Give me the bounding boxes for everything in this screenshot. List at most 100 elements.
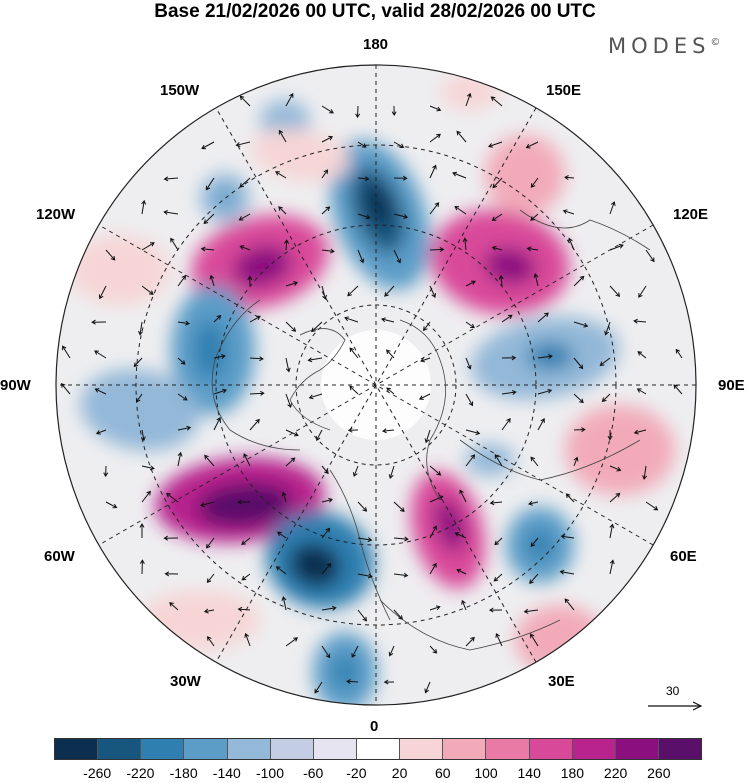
lon-label-30w: 30W [170,673,201,690]
lon-label-90e: 90E [718,377,745,394]
wind-vector [465,393,474,407]
wind-vector [609,559,615,575]
wind-vector [278,129,287,143]
wind-vector [465,321,475,329]
colorbar-tick-label: 260 [647,765,671,781]
anomaly-region [232,245,292,287]
wind-vector [170,237,179,251]
wind-vector [604,321,611,336]
wind-vector [465,454,476,467]
wind-vector [537,388,553,395]
wind-vector [383,679,395,685]
wind-vector [609,201,616,215]
wind-vector [562,209,575,215]
anomaly-region [565,405,675,495]
wind-vector [177,393,188,401]
wind-vector [386,349,395,359]
wind-vector [530,213,539,221]
wind-vector [501,389,517,395]
wind-vector [177,425,192,431]
wind-vector [285,637,299,647]
lon-label-30e: 30E [548,673,575,690]
wind-vector [422,321,431,332]
anomaly-region [434,497,466,553]
wind-vector [91,319,107,325]
wind-vector [349,347,359,359]
wind-vector [461,599,467,611]
wind-vector [465,280,476,287]
wind-vector [357,141,367,148]
wind-vector [307,357,323,363]
wind-vector [207,636,215,647]
wind-vector [380,317,395,323]
wind-vector [141,490,151,503]
wind-vector [321,285,327,300]
wind-vector [321,135,334,143]
wind-vector [391,105,397,116]
wind-vector [573,275,585,287]
wind-vector [357,213,371,220]
wind-vector [177,275,187,287]
wind-vector [498,274,504,287]
wind-vector [316,429,323,442]
wind-vector [311,321,323,333]
wind-vector [94,350,107,359]
wind-vector [526,246,539,252]
wind-vector [533,273,539,287]
lon-label-150w: 150W [160,82,200,99]
wind-vector [238,213,251,221]
wind-vector [487,141,503,148]
wind-vector [490,96,503,107]
wind-vector [357,573,373,579]
wind-vector [609,243,624,251]
wind-vector [357,609,368,622]
wind-vector [283,239,290,251]
colorbar-segment [400,739,444,759]
wind-vector [573,393,584,404]
wind-vector [281,491,287,503]
wind-vector [609,492,621,503]
wind-vector [281,596,287,611]
wind-vector [529,573,539,585]
colorbar-segment [141,739,185,759]
wind-vector [239,95,251,107]
wind-vector [346,679,359,685]
lon-label-150e: 150E [546,82,582,99]
wind-vector [103,465,109,478]
wind-vector [243,453,251,467]
wind-vector [393,249,401,264]
wind-vector [166,492,179,503]
wind-vector [386,387,395,395]
wind-vector [388,465,395,480]
wind-vector [139,559,145,575]
wind-vector [530,537,539,548]
wind-vector [420,357,431,363]
wind-vector [139,523,145,538]
wind-vector [456,568,467,575]
wind-vector [357,176,370,182]
wind-vector [213,314,222,323]
wind-vector [642,465,648,480]
wind-vector [645,249,655,263]
wind-vector [98,285,107,300]
lon-label-60e: 60E [670,548,697,565]
wind-vector [537,312,549,323]
colorbar-segment [55,739,99,759]
wind-vector [95,429,107,435]
colorbar-segment [184,739,228,759]
wind-vector [241,573,251,581]
wind-vector [573,456,579,467]
anomaly-region [289,542,341,588]
wind-vector [285,92,294,107]
anomaly-field [70,74,675,705]
colorbar-segment [313,739,357,759]
wind-vector [321,169,329,179]
wind-vector [285,393,292,409]
modes-logo: MODES© [608,34,720,58]
brand-name: MODES [608,34,711,58]
wind-vector [501,418,511,431]
wind-vector [418,393,431,400]
wind-vector [278,206,287,215]
wind-vector [249,356,264,362]
